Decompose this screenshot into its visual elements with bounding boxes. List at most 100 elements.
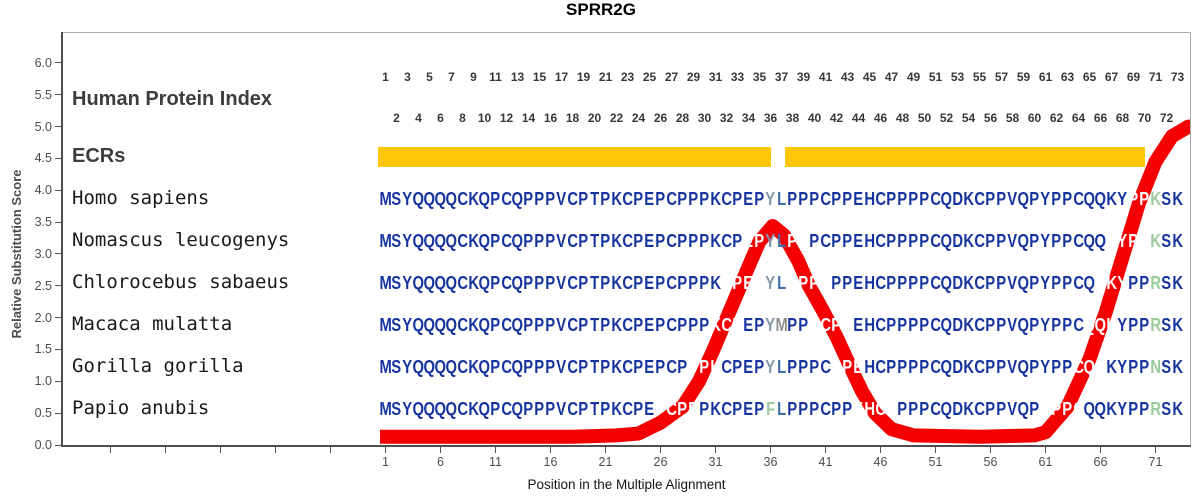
sequence-char: E bbox=[743, 314, 754, 335]
sequence-char: C bbox=[820, 356, 831, 377]
sequence-char: D bbox=[952, 314, 963, 335]
sequence-char: C bbox=[501, 398, 512, 419]
sequence-char: K bbox=[710, 398, 721, 419]
sequence-char: P bbox=[1139, 272, 1150, 293]
sequence-char: S bbox=[391, 272, 402, 293]
sequence-char: V bbox=[1007, 188, 1018, 209]
index-number: 29 bbox=[686, 70, 701, 84]
sequence-char: Y bbox=[402, 188, 413, 209]
x-tick-label: 56 bbox=[983, 455, 998, 469]
sequence-char: E bbox=[743, 188, 754, 209]
y-tick-mark bbox=[55, 412, 61, 414]
sequence-char: K bbox=[611, 356, 622, 377]
sequence-char: K bbox=[468, 314, 479, 335]
x-tick-mark bbox=[1100, 447, 1101, 453]
sequence-char: P bbox=[1029, 398, 1040, 419]
sequence-char: P bbox=[1128, 356, 1139, 377]
sequence-char: N bbox=[1150, 356, 1161, 377]
sequence-char: P bbox=[534, 398, 545, 419]
sequence-char: Q bbox=[511, 398, 524, 419]
x-tick-mark bbox=[550, 447, 551, 453]
sequence-char: Q bbox=[1017, 230, 1030, 251]
sequence-char: P bbox=[655, 398, 666, 419]
sequence-char: R bbox=[1150, 398, 1161, 419]
sequence-char: P bbox=[688, 398, 699, 419]
sequence-char: P bbox=[732, 398, 743, 419]
sequence-char: K bbox=[1172, 230, 1183, 251]
sequence-char: P bbox=[534, 356, 545, 377]
sequence-char: P bbox=[798, 230, 809, 251]
sequence-char: H bbox=[864, 398, 875, 419]
sequence-char: P bbox=[699, 188, 710, 209]
human-protein-index-label: Human Protein Index bbox=[72, 88, 273, 110]
sequence-char: P bbox=[996, 398, 1007, 419]
sequence-char: P bbox=[600, 272, 611, 293]
y-tick-label: 2.0 bbox=[34, 310, 52, 325]
x-tick-mark bbox=[605, 447, 606, 453]
plot-border-right bbox=[1190, 32, 1191, 445]
sequence-char: P bbox=[633, 356, 644, 377]
sequence-char: Q bbox=[412, 188, 425, 209]
sequence-char: P bbox=[699, 314, 710, 335]
sequence-char: Q bbox=[445, 272, 458, 293]
y-tick-mark bbox=[55, 444, 61, 446]
sequence-char: K bbox=[963, 314, 974, 335]
sequence-char: P bbox=[985, 314, 996, 335]
sequence-char: H bbox=[864, 314, 875, 335]
sequence-char: E bbox=[743, 230, 754, 251]
sequence-char: S bbox=[1161, 314, 1172, 335]
index-number: 4 bbox=[415, 111, 422, 125]
sequence-char: Q bbox=[1017, 314, 1030, 335]
sequence-char: P bbox=[897, 398, 908, 419]
sequence-char: K bbox=[611, 188, 622, 209]
x-tick-label: 51 bbox=[928, 455, 943, 469]
sequence-char: P bbox=[633, 272, 644, 293]
sequence-char: P bbox=[633, 398, 644, 419]
sequence-char: L bbox=[776, 398, 787, 419]
sequence-char: P bbox=[1139, 398, 1150, 419]
index-number: 35 bbox=[752, 70, 767, 84]
sequence-char: P bbox=[490, 356, 501, 377]
sequence-char: K bbox=[1172, 272, 1183, 293]
sequence-char: Q bbox=[423, 356, 436, 377]
substitution-curve-line bbox=[380, 119, 1190, 444]
sequence-char: R bbox=[1150, 272, 1161, 293]
sequence-char: C bbox=[457, 230, 468, 251]
sequence-char: P bbox=[1029, 188, 1040, 209]
sequence-char: P bbox=[919, 356, 930, 377]
x-tick-label: 26 bbox=[653, 455, 668, 469]
sequence-char: D bbox=[952, 398, 963, 419]
sequence-char: Q bbox=[1017, 272, 1030, 293]
sequence-char: C bbox=[501, 188, 512, 209]
sequence-char: C bbox=[501, 230, 512, 251]
sequence-char: C bbox=[666, 230, 677, 251]
sequence-char: E bbox=[853, 314, 864, 335]
sequence-char: K bbox=[468, 356, 479, 377]
index-number: 20 bbox=[587, 111, 602, 125]
y-tick-mark bbox=[55, 317, 61, 319]
sequence-char: P bbox=[1051, 356, 1062, 377]
sequence-char: P bbox=[897, 230, 908, 251]
sequence-char: M bbox=[379, 398, 392, 419]
index-number bbox=[402, 111, 413, 125]
index-number: 39 bbox=[796, 70, 811, 84]
sequence-char: P bbox=[886, 272, 897, 293]
sequence-char: P bbox=[787, 230, 798, 251]
index-number bbox=[380, 111, 391, 125]
sequence-char: K bbox=[963, 188, 974, 209]
sequence-char: P bbox=[600, 356, 611, 377]
sequence-char: Q bbox=[940, 188, 953, 209]
y-tick-label: 6.0 bbox=[34, 55, 52, 70]
sequence-char: P bbox=[1062, 272, 1073, 293]
sequence-char: P bbox=[919, 314, 930, 335]
sequence-char: C bbox=[875, 272, 886, 293]
sequence-char: K bbox=[1106, 188, 1117, 209]
sequence-char: P bbox=[754, 314, 765, 335]
y-tick-mark bbox=[55, 253, 61, 255]
sequence-char: P bbox=[490, 398, 501, 419]
sequence-char: C bbox=[457, 314, 468, 335]
sequence-char: K bbox=[710, 314, 721, 335]
index-number: 56 bbox=[983, 111, 998, 125]
sequence-char: P bbox=[578, 398, 589, 419]
